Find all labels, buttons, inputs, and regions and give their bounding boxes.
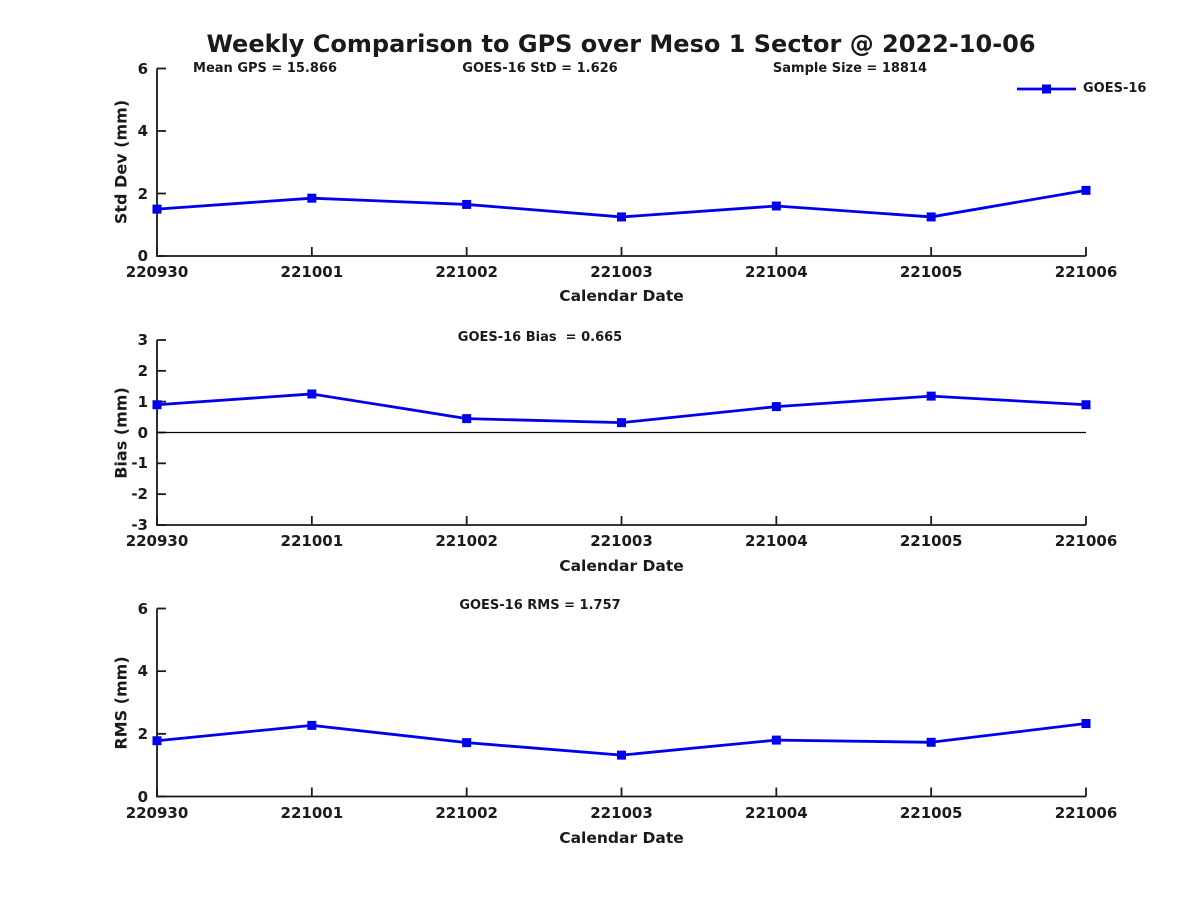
x-tick-label: 220930 — [125, 532, 189, 550]
x-tick-label: 221006 — [1054, 532, 1118, 550]
y-tick-label: 4 — [137, 122, 148, 140]
x-axis-label: Calendar Date — [559, 829, 684, 847]
x-axis-label: Calendar Date — [559, 287, 684, 305]
data-point-marker — [1081, 718, 1091, 728]
data-point-marker — [307, 720, 317, 730]
y-tick-label: 6 — [137, 59, 148, 78]
data-point-marker — [617, 418, 626, 428]
legend-marker-sample — [1042, 84, 1051, 94]
x-tick-label: 221002 — [435, 263, 498, 281]
x-tick-label: 221003 — [590, 532, 653, 550]
y-tick-label: 0 — [137, 247, 148, 265]
x-tick-label: 220930 — [125, 804, 189, 822]
stat-annotation: Mean GPS = 15.866 — [193, 61, 337, 76]
stat-annotation: GOES-16 RMS = 1.757 — [459, 598, 621, 613]
data-point-marker — [617, 212, 626, 222]
data-point-marker — [462, 414, 472, 424]
data-point-marker — [307, 193, 317, 203]
y-tick-label: -3 — [131, 516, 148, 534]
data-point-marker — [926, 212, 936, 222]
stat-annotation: Sample Size = 18814 — [772, 61, 928, 76]
x-tick-label: 221003 — [590, 804, 653, 822]
stat-annotation: GOES-16 StD = 1.626 — [462, 61, 618, 76]
data-point-marker — [152, 736, 162, 746]
data-point-marker — [926, 391, 936, 401]
x-tick-label: 221002 — [435, 532, 498, 550]
y-tick-label: 3 — [137, 331, 148, 349]
data-point-marker — [152, 400, 162, 410]
legend-label: GOES-16 — [1083, 81, 1147, 96]
y-tick-label: 2 — [137, 184, 148, 203]
data-point-marker — [307, 389, 317, 399]
x-tick-label: 221005 — [899, 804, 963, 822]
stat-annotation: GOES-16 Bias = 0.665 — [457, 330, 623, 345]
data-point-marker — [152, 204, 162, 214]
data-point-marker — [462, 738, 472, 748]
x-tick-label: 221001 — [280, 804, 344, 822]
x-tick-label: 221004 — [745, 532, 808, 550]
series-line — [156, 722, 1087, 757]
data-point-marker — [771, 201, 781, 211]
y-axis-label: Std Dev (mm) — [111, 100, 131, 225]
x-tick-label: 221006 — [1054, 804, 1118, 822]
data-point-marker — [1081, 400, 1091, 410]
x-tick-label: 221002 — [435, 804, 498, 822]
y-axis-label: RMS (mm) — [111, 655, 131, 750]
x-axis-label: Calendar Date — [559, 557, 684, 575]
x-tick-label: 221004 — [745, 263, 808, 281]
x-tick-label: 221003 — [590, 263, 653, 281]
y-tick-label: 6 — [137, 599, 148, 618]
data-point-marker — [617, 750, 626, 760]
figure-title: Weekly Comparison to GPS over Meso 1 Sec… — [206, 30, 1036, 58]
y-tick-label: 2 — [137, 724, 148, 743]
y-tick-label: 0 — [137, 423, 148, 442]
y-tick-label: 0 — [137, 787, 148, 806]
x-tick-label: 221004 — [745, 804, 808, 822]
data-point-marker — [462, 199, 472, 209]
x-tick-label: 221006 — [1054, 263, 1118, 281]
y-tick-label: 4 — [137, 662, 148, 681]
y-tick-label: 2 — [137, 361, 148, 380]
x-tick-label: 221001 — [280, 263, 344, 281]
y-tick-label: 1 — [137, 392, 148, 411]
x-tick-label: 220930 — [125, 263, 189, 281]
data-point-marker — [771, 402, 781, 412]
data-point-marker — [771, 735, 781, 745]
y-tick-label: -1 — [131, 454, 148, 473]
x-tick-label: 221001 — [280, 532, 344, 550]
data-point-marker — [1081, 185, 1091, 195]
y-tick-label: -2 — [131, 485, 148, 504]
x-tick-label: 221005 — [899, 532, 963, 550]
y-axis-label: Bias (mm) — [111, 386, 131, 479]
x-tick-label: 221005 — [899, 263, 963, 281]
data-point-marker — [926, 737, 936, 747]
